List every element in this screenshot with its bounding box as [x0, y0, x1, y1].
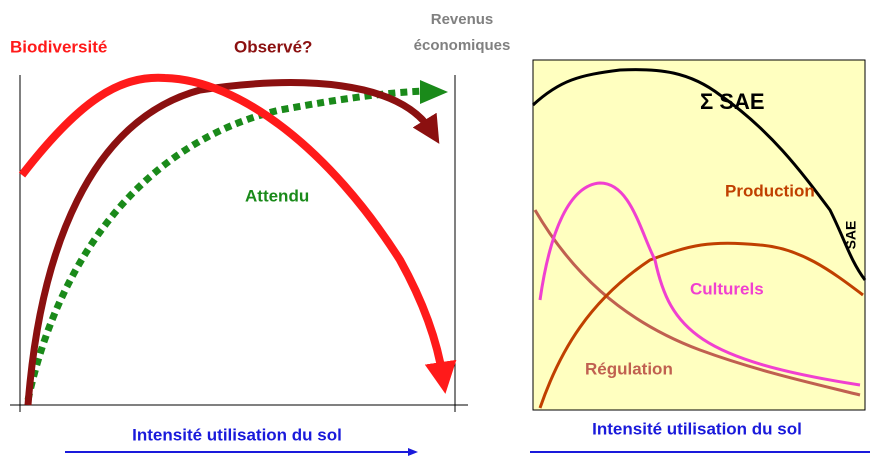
- label: Attendu: [245, 186, 309, 205]
- x-axis-label: Intensité utilisation du sol: [592, 419, 802, 438]
- label: Revenus: [431, 11, 494, 28]
- panel-background: [532, 59, 866, 411]
- label: Culturels: [690, 279, 764, 298]
- label: Régulation: [585, 359, 673, 378]
- label: Production: [725, 181, 815, 200]
- cultural-curve: [538, 181, 861, 387]
- label: Σ SAE: [700, 89, 765, 114]
- sum-curve: [531, 68, 867, 281]
- label: Biodiversité: [10, 37, 107, 56]
- arrowhead: [408, 448, 418, 456]
- label: Observé?: [234, 37, 312, 56]
- label: SAE: [843, 221, 859, 250]
- observed-curve: [24, 79, 440, 406]
- left-panel: Biodiversité Observé? Revenus économique…: [10, 11, 510, 456]
- production-curve: [538, 241, 864, 409]
- right-panel: Σ SAE Production Culturels Régulation SA…: [530, 59, 870, 453]
- expected-curve: [24, 87, 426, 401]
- regulation-curve: [533, 209, 861, 397]
- x-axis-label: Intensité utilisation du sol: [132, 425, 342, 444]
- biodiversity-curve: [18, 73, 457, 394]
- label: économiques: [414, 37, 511, 54]
- arrowhead: [420, 80, 448, 104]
